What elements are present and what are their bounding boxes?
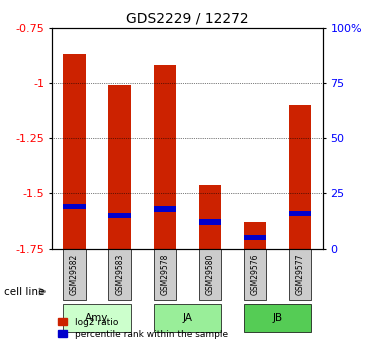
Bar: [198, 185, 221, 249]
Text: GSM29576: GSM29576: [250, 254, 260, 295]
FancyBboxPatch shape: [63, 249, 86, 300]
Legend: log2 ratio, percentile rank within the sample: log2 ratio, percentile rank within the s…: [56, 316, 229, 341]
Text: JB: JB: [273, 313, 283, 323]
Bar: [63, 204, 86, 209]
FancyBboxPatch shape: [289, 249, 312, 300]
Text: GSM29577: GSM29577: [296, 254, 305, 295]
Text: cell line: cell line: [4, 287, 44, 296]
Bar: [198, 219, 221, 225]
FancyBboxPatch shape: [154, 249, 176, 300]
FancyBboxPatch shape: [244, 304, 312, 332]
Bar: [244, 235, 266, 240]
Bar: [63, 54, 86, 249]
Text: Amy: Amy: [85, 313, 109, 323]
Bar: [108, 85, 131, 249]
Bar: [244, 222, 266, 249]
FancyBboxPatch shape: [63, 304, 131, 332]
Text: GSM29578: GSM29578: [160, 254, 169, 295]
FancyBboxPatch shape: [108, 249, 131, 300]
Bar: [154, 65, 176, 249]
FancyBboxPatch shape: [154, 304, 221, 332]
Bar: [289, 210, 312, 216]
Text: GSM29582: GSM29582: [70, 254, 79, 295]
Bar: [154, 206, 176, 212]
Bar: [289, 105, 312, 249]
Bar: [108, 213, 131, 218]
FancyBboxPatch shape: [198, 249, 221, 300]
Text: GSM29580: GSM29580: [206, 254, 214, 295]
Text: JA: JA: [183, 313, 192, 323]
Title: GDS2229 / 12272: GDS2229 / 12272: [126, 11, 249, 25]
Text: GSM29583: GSM29583: [115, 254, 124, 295]
FancyBboxPatch shape: [244, 249, 266, 300]
